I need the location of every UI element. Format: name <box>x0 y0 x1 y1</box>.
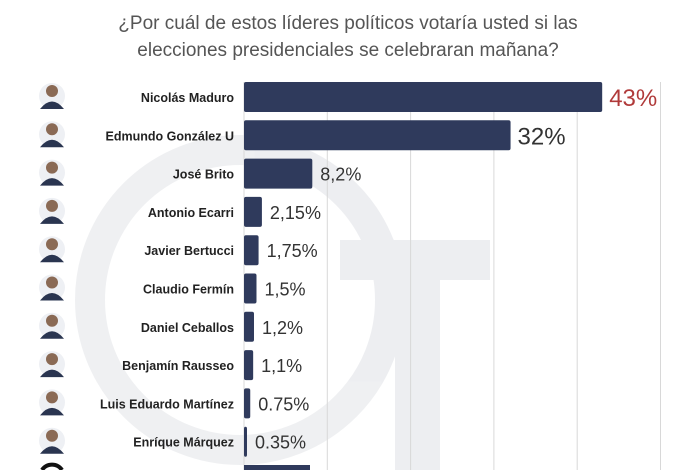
data-label: 32% <box>518 123 566 150</box>
bar <box>244 120 511 151</box>
bar-row: Benjamín Rausseo 1,1% <box>39 350 302 381</box>
bar <box>244 158 313 189</box>
avatar <box>39 274 65 301</box>
bar <box>244 235 259 266</box>
bar-row: Luis Eduardo Martínez 0.75% <box>39 388 309 419</box>
category-label: Antonio Ecarri <box>148 206 234 220</box>
avatar <box>39 389 65 416</box>
bar-row: Daniel Ceballos 1,2% <box>39 311 303 342</box>
category-label: Benjamín Rausseo <box>122 359 234 373</box>
avatar <box>39 121 65 148</box>
avatar <box>39 83 65 109</box>
data-label: 0.35% <box>255 433 306 453</box>
bar <box>244 196 262 227</box>
category-label: Claudio Fermín <box>143 283 234 297</box>
bar <box>244 388 251 419</box>
category-label: José Brito <box>173 168 234 182</box>
bar-row: Antonio Ecarri 2,15% <box>39 196 321 227</box>
bar <box>244 311 254 342</box>
data-label: 2,15% <box>270 203 321 223</box>
avatar <box>39 351 65 378</box>
avatar <box>39 427 65 454</box>
bar-row: Nicolás Maduro 43% <box>39 82 657 112</box>
category-label: Enríque Márquez <box>133 436 234 450</box>
bar-row: Enríque Márquez 0.35% <box>39 426 306 457</box>
avatar <box>39 197 65 224</box>
bar <box>244 273 257 304</box>
data-label: 8,2% <box>320 165 361 185</box>
bar <box>244 426 247 457</box>
category-label: Nicolás Maduro <box>141 91 234 105</box>
bar-row: José Brito 8,2% <box>39 158 361 189</box>
avatar <box>39 312 65 339</box>
bar <box>244 350 254 381</box>
data-label: 1,1% <box>261 356 302 376</box>
data-label: 0.75% <box>258 394 309 414</box>
bar-row: Claudio Fermín 1,5% <box>39 273 306 304</box>
title-line-2: elecciones presidenciales se celebraran … <box>137 40 559 61</box>
watermark <box>75 135 490 470</box>
avatar <box>39 236 65 263</box>
title-line-1: ¿Por cuál de estos líderes políticos vot… <box>118 13 578 34</box>
data-label: 1,5% <box>264 280 305 300</box>
data-label: 1,2% <box>262 318 303 338</box>
category-label: Javier Bertucci <box>144 244 234 258</box>
bar <box>244 82 603 112</box>
chart-title: ¿Por cuál de estos líderes políticos vot… <box>0 10 696 64</box>
category-label: Edmundo González U <box>106 129 234 143</box>
bar-row: Javier Bertucci 1,75% <box>39 235 318 266</box>
bar-cut-off <box>244 465 310 470</box>
data-label: 43% <box>609 85 657 112</box>
avatar <box>39 159 65 186</box>
avatar <box>40 462 64 470</box>
category-label: Luis Eduardo Martínez <box>100 397 234 411</box>
category-label: Daniel Ceballos <box>141 321 234 335</box>
data-label: 1,75% <box>267 241 318 261</box>
bar-row: Edmundo González U 32% <box>39 120 566 151</box>
